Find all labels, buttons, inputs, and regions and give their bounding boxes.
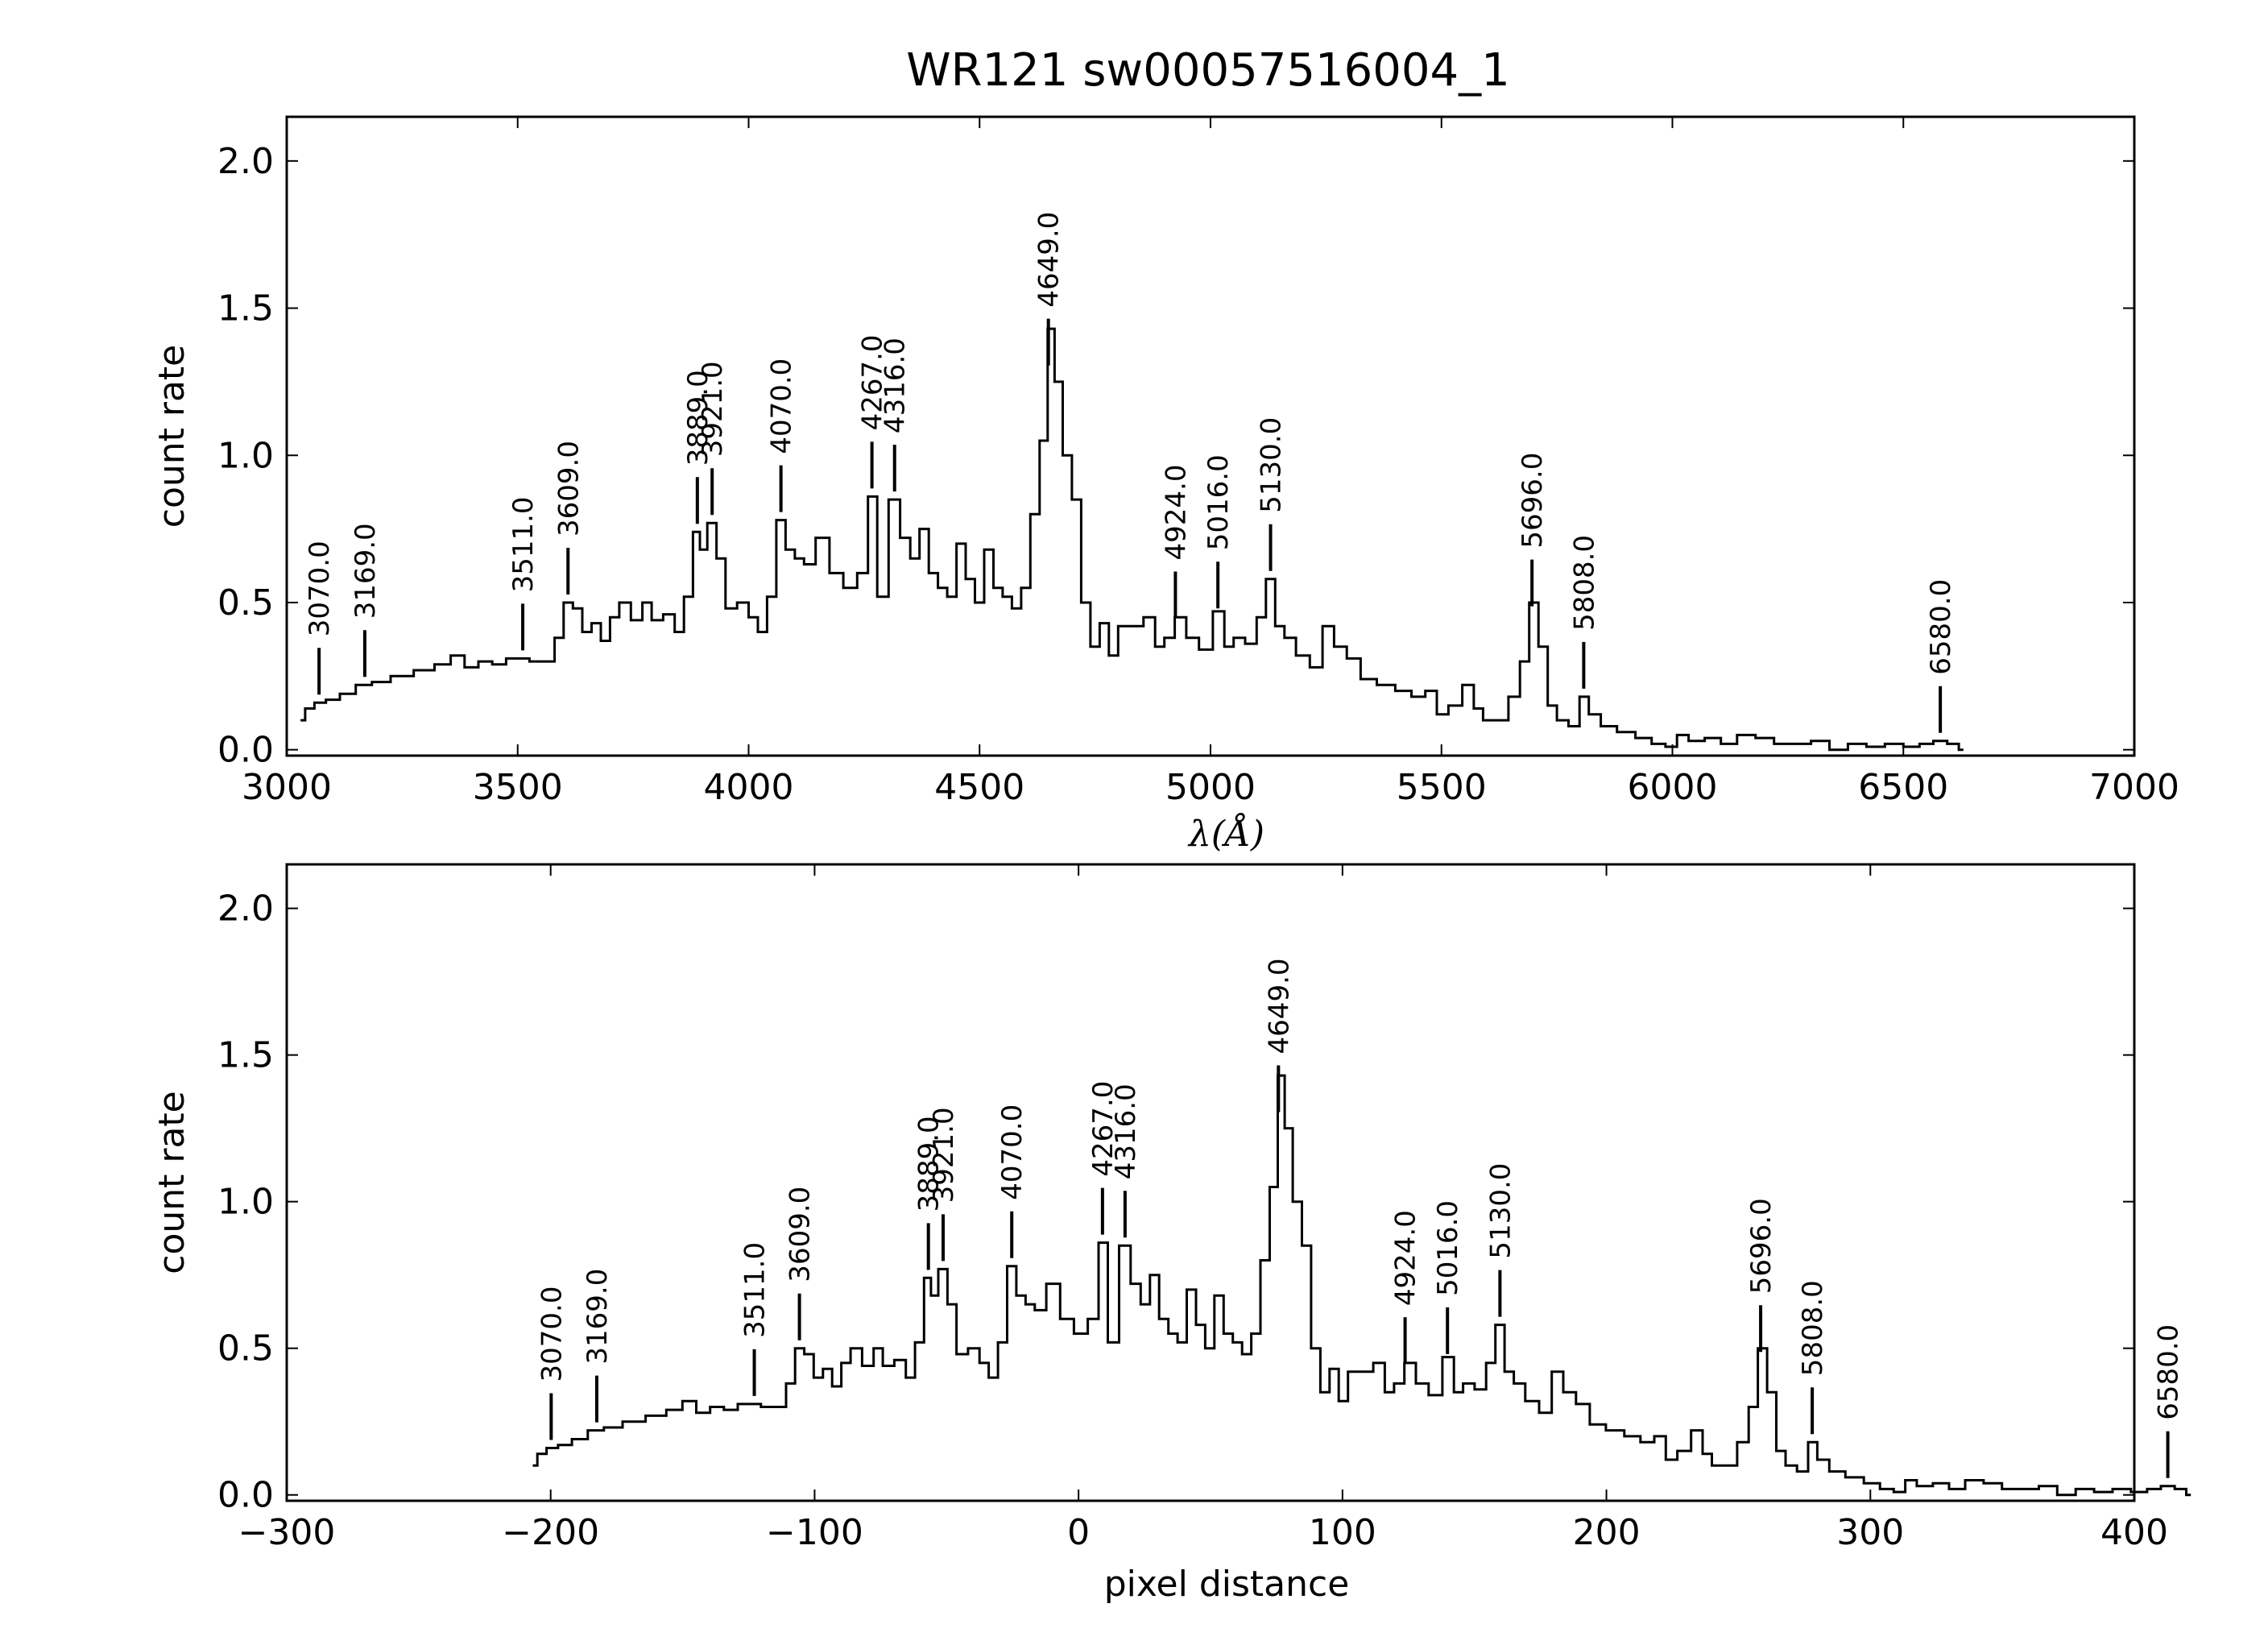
x-tick-label: 3000 (242, 767, 332, 808)
line-marker-label: 4070.0 (766, 358, 798, 454)
y-tick-label: 1.0 (217, 435, 274, 476)
x-tick-label: −300 (238, 1512, 336, 1553)
line-marker-label: 3511.0 (507, 496, 540, 592)
line-marker-label: 3169.0 (581, 1269, 614, 1365)
y-tick-label: 2.0 (217, 889, 274, 930)
x-tick-label: 6500 (1858, 767, 1948, 808)
line-marker-label: 6580.0 (1925, 579, 1957, 675)
line-marker-label: 3921.0 (697, 361, 729, 457)
line-marker-label: 3070.0 (304, 541, 336, 636)
y-tick-label: 1.0 (217, 1182, 274, 1223)
y-tick-label: 1.5 (217, 1035, 274, 1076)
x-tick-label: −100 (766, 1512, 863, 1553)
line-marker-label: 4649.0 (1033, 212, 1066, 308)
y-tick-label: 0.0 (217, 1475, 274, 1516)
line-marker-label: 3169.0 (350, 523, 382, 619)
line-marker-label: 4649.0 (1263, 958, 1295, 1054)
line-marker-label: 5808.0 (1568, 535, 1600, 631)
line-marker-label: 3889.0 (682, 370, 714, 466)
line-marker-label: 5696.0 (1517, 453, 1549, 549)
panel-wavelength: 3000 3500 4000 4500 5000 5500 6000 6500 7000 0.0 0… (151, 115, 2179, 855)
x-tick-label: 4500 (934, 767, 1024, 808)
line-marker-label: 5016.0 (1432, 1200, 1464, 1296)
x-tick-label: 0 (1067, 1512, 1090, 1553)
x-axis-label: λ(Å) (1187, 812, 1264, 855)
line-marker-label: 5130.0 (1484, 1163, 1517, 1259)
x-tick-label: 300 (1836, 1512, 1904, 1553)
spectrum-line (300, 327, 1964, 752)
line-marker-label: 3889.0 (913, 1116, 946, 1212)
line-marker-label: 4267.0 (1087, 1081, 1120, 1177)
chart-title: WR121 sw00057516004_1 (906, 44, 1510, 97)
y-tick-label: 0.5 (217, 1328, 274, 1369)
x-tick-label: 400 (2100, 1512, 2168, 1553)
line-marker-label: 4316.0 (879, 338, 912, 433)
x-tick-label: −200 (502, 1512, 599, 1553)
line-marker-label: 3070.0 (536, 1286, 568, 1382)
x-tick-label: 5500 (1397, 767, 1487, 808)
x-tick-label: 7000 (2089, 767, 2179, 808)
x-tick-label: 6000 (1628, 767, 1718, 808)
y-tick-label: 1.5 (217, 288, 274, 329)
line-marker-label: 5696.0 (1745, 1198, 1778, 1294)
spectrum-line (532, 1074, 2191, 1497)
x-tick-label: 3500 (473, 767, 563, 808)
line-marker-label: 3609.0 (553, 441, 585, 537)
x-tick-label: 200 (1573, 1512, 1641, 1553)
x-tick-label: 5000 (1165, 767, 1256, 808)
line-marker-label: 5808.0 (1797, 1280, 1829, 1376)
line-marker-label: 3921.0 (928, 1107, 960, 1203)
line-marker-label: 4924.0 (1390, 1210, 1422, 1306)
x-tick-label: 100 (1309, 1512, 1376, 1553)
line-marker-label: 4316.0 (1110, 1083, 1142, 1179)
line-marker-label: 3609.0 (784, 1187, 817, 1282)
line-marker-label: 5130.0 (1256, 417, 1288, 513)
line-marker-label: 4267.0 (857, 334, 889, 430)
axes-frame (285, 863, 2136, 1502)
line-marker-label: 6580.0 (2153, 1324, 2185, 1420)
y-tick-label: 0.5 (217, 582, 274, 624)
x-tick-label: 4000 (704, 767, 794, 808)
panel-pixel-distance: −300 −200 −100 0 100 200 300 400 0.0 0.5 1.0 1.5 2.0… (151, 863, 2191, 1605)
y-axis-label: count rate (151, 1091, 192, 1274)
axes-frame (285, 115, 2136, 757)
y-tick-label: 2.0 (217, 141, 274, 182)
line-marker-label: 4924.0 (1160, 465, 1192, 561)
x-axis-label: pixel distance (1104, 1564, 1350, 1605)
line-marker-label: 4070.0 (996, 1104, 1028, 1200)
line-marker-label: 3511.0 (739, 1242, 772, 1338)
line-marker-label: 5016.0 (1202, 454, 1235, 550)
y-axis-label: count rate (151, 345, 192, 528)
y-tick-label: 0.0 (217, 730, 274, 771)
